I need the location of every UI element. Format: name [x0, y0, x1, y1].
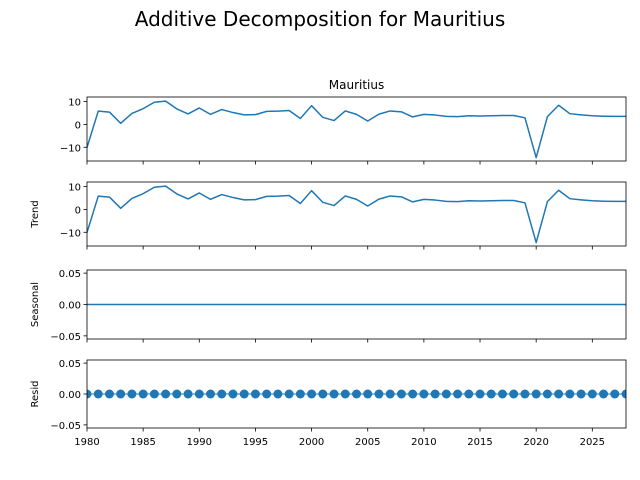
- y-tick-label: 0: [75, 205, 81, 216]
- y-axis-label-seasonal: Seasonal: [30, 282, 41, 327]
- resid-point: [520, 389, 530, 399]
- resid-point: [396, 389, 406, 399]
- resid-point: [104, 389, 114, 399]
- resid-point: [408, 389, 418, 399]
- y-tick-label: −10: [60, 228, 81, 239]
- resid-point: [531, 389, 541, 399]
- x-tick-label: 1990: [187, 437, 212, 448]
- resid-point: [464, 389, 474, 399]
- panels-group: Mauritius 10 0 −10 Trend 10 0 −10 Seasonal 0.05 0.…: [30, 78, 627, 448]
- resid-point: [194, 389, 204, 399]
- resid-point: [475, 389, 485, 399]
- resid-point: [385, 389, 395, 399]
- resid-point: [138, 389, 148, 399]
- resid-point: [599, 389, 609, 399]
- axes-frame: [86, 359, 627, 429]
- y-tick-label: 0: [75, 120, 81, 131]
- resid-point: [87, 389, 92, 399]
- resid-point: [307, 389, 317, 399]
- resid-point: [610, 389, 620, 399]
- resid-point: [441, 389, 451, 399]
- y-tick-label: 10: [68, 183, 81, 194]
- resid-point: [262, 389, 272, 399]
- panel-resid: Resid 0.05 0.00 −0.05 1980 1985 1990 1995 2000 20…: [30, 359, 627, 448]
- x-tick-label: 2015: [467, 437, 492, 448]
- resid-point: [621, 389, 626, 399]
- resid-point: [486, 389, 496, 399]
- resid-point: [565, 389, 575, 399]
- x-tick-label: 1980: [74, 437, 99, 448]
- resid-point: [273, 389, 283, 399]
- resid-point: [509, 389, 519, 399]
- resid-point: [419, 389, 429, 399]
- x-tick-label: 2010: [411, 437, 436, 448]
- resid-point: [318, 389, 328, 399]
- series-line-trend: [87, 185, 626, 244]
- resid-point: [93, 389, 103, 399]
- resid-point: [430, 389, 440, 399]
- resid-point: [149, 389, 159, 399]
- axes-frame: [86, 96, 627, 162]
- y-tick-label: −0.05: [50, 332, 81, 343]
- resid-point: [161, 389, 171, 399]
- series-resid: [87, 389, 626, 399]
- y-tick-label: 0.00: [59, 301, 81, 312]
- resid-point: [228, 389, 238, 399]
- resid-point: [127, 389, 137, 399]
- x-tick-label: 2005: [355, 437, 380, 448]
- resid-point: [329, 389, 339, 399]
- resid-point: [453, 389, 463, 399]
- x-tick-label: 1985: [130, 437, 155, 448]
- y-axis-label-trend: Trend: [30, 200, 41, 228]
- resid-point: [363, 389, 373, 399]
- resid-point: [576, 389, 586, 399]
- resid-point: [542, 389, 552, 399]
- panel-seasonal: Seasonal 0.05 0.00 −0.05: [30, 269, 627, 343]
- y-tick-label: 0.05: [59, 359, 81, 370]
- y-tick-label: 0.00: [59, 390, 81, 401]
- resid-point: [340, 389, 350, 399]
- series-trend: [87, 185, 626, 244]
- x-tick-label: 2000: [299, 437, 324, 448]
- x-tick-label: 1995: [243, 437, 268, 448]
- resid-point: [374, 389, 384, 399]
- chart-title: Additive Decomposition for Mauritius: [135, 7, 506, 31]
- y-axis-label-resid: Resid: [30, 381, 41, 408]
- resid-point: [250, 389, 260, 399]
- series-line-observed: [87, 100, 626, 159]
- resid-point: [217, 389, 227, 399]
- y-tick-label: 0.05: [59, 269, 81, 280]
- panel-title: Mauritius: [329, 78, 384, 92]
- resid-point: [239, 389, 249, 399]
- series-observed: [87, 100, 626, 159]
- resid-point: [295, 389, 305, 399]
- resid-point: [183, 389, 193, 399]
- panel-observed: Mauritius 10 0 −10: [60, 78, 627, 165]
- resid-point: [172, 389, 182, 399]
- resid-point: [587, 389, 597, 399]
- panel-trend: Trend 10 0 −10: [30, 181, 627, 250]
- resid-point: [352, 389, 361, 399]
- axes-frame: [86, 269, 627, 340]
- y-tick-label: 10: [68, 98, 81, 109]
- y-tick-label: −10: [60, 143, 81, 154]
- resid-point: [116, 389, 126, 399]
- axes-frame: [86, 181, 627, 247]
- x-tick-label: 2025: [580, 437, 605, 448]
- x-tick-label: 2020: [523, 437, 548, 448]
- resid-point: [206, 389, 216, 399]
- resid-point: [284, 389, 294, 399]
- resid-point: [554, 389, 564, 399]
- y-tick-label: −0.05: [50, 421, 81, 432]
- resid-point: [497, 389, 507, 399]
